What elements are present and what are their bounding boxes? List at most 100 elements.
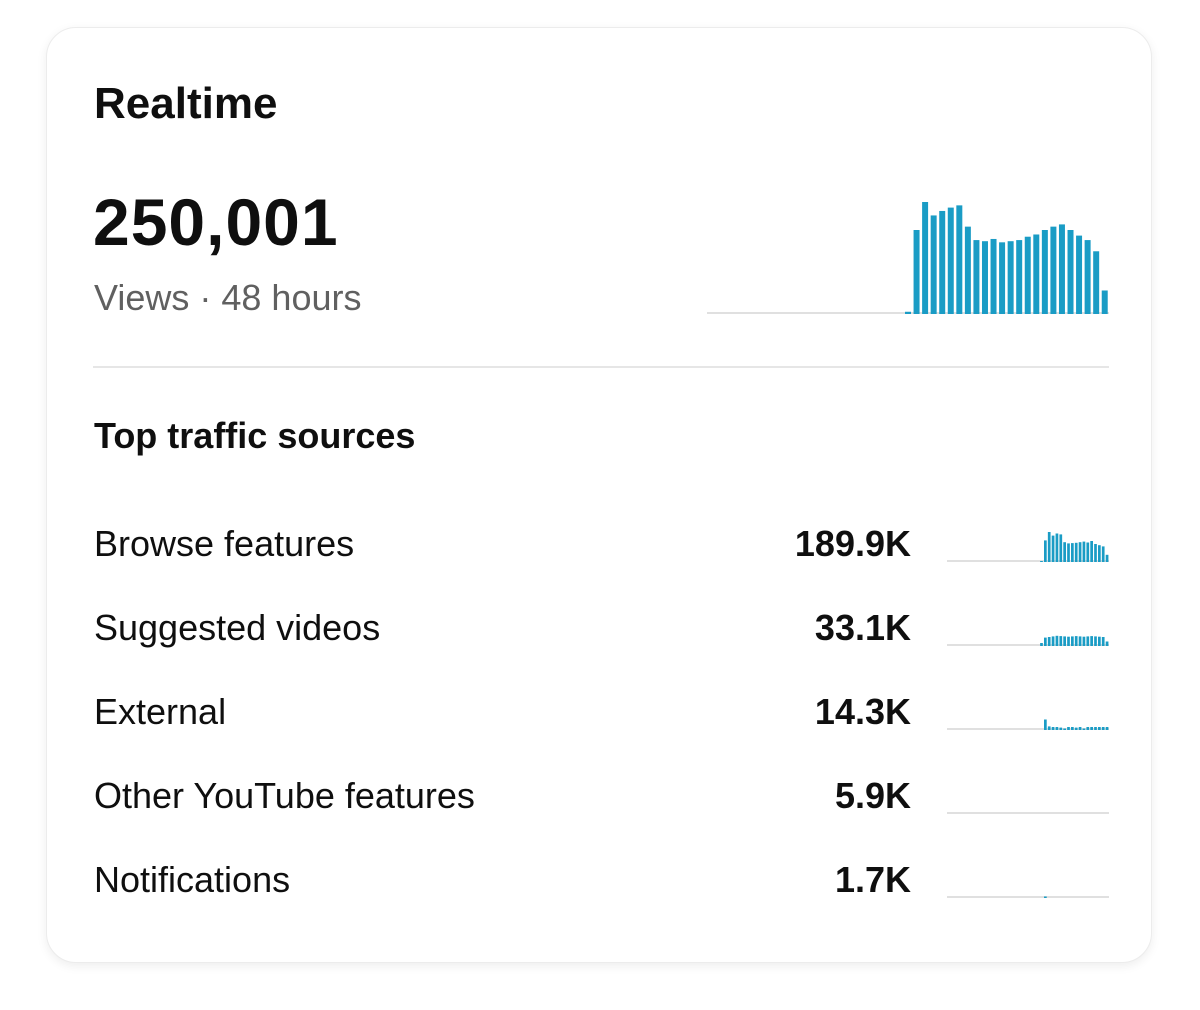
chart-bar (1059, 727, 1063, 730)
chart-bar (990, 238, 997, 314)
chart-bar (1078, 636, 1082, 646)
chart-bar (1063, 728, 1066, 730)
chart-bar (905, 311, 911, 314)
chart-bar (956, 205, 963, 314)
chart-bar (1044, 540, 1047, 562)
chart-bar (1067, 543, 1070, 562)
chart-bar (1101, 727, 1105, 730)
chart-bar (1086, 727, 1090, 730)
views-count: 250,001 (93, 185, 339, 259)
traffic-row-browse-features[interactable]: Browse features 189.9K (47, 514, 1153, 574)
chart-bar (1076, 235, 1083, 314)
chart-bar (1090, 636, 1093, 646)
chart-bar (1051, 535, 1055, 562)
traffic-section-title: Top traffic sources (94, 415, 416, 456)
chart-bar (1016, 240, 1023, 314)
chart-bar (1051, 727, 1055, 730)
chart-bar (1047, 532, 1051, 562)
chart-bar (1105, 554, 1109, 562)
chart-baseline (947, 812, 1109, 814)
chart-bar (1044, 896, 1047, 898)
chart-bar (922, 202, 929, 314)
chart-bar (1071, 636, 1074, 646)
chart-bar (1067, 727, 1070, 730)
chart-bar (1082, 541, 1086, 562)
traffic-source-value: 14.3K (814, 691, 911, 732)
chart-bar (1101, 546, 1105, 562)
chart-baseline (947, 560, 1109, 562)
chart-bar (1063, 636, 1066, 646)
chart-bar (1074, 542, 1078, 562)
chart-bar (1055, 635, 1059, 646)
chart-bar (1082, 636, 1086, 646)
chart-bar (1007, 241, 1014, 314)
chart-bar (1044, 719, 1047, 730)
chart-bar (947, 207, 954, 314)
chart-bar (1024, 236, 1031, 314)
chart-bar (1098, 545, 1101, 562)
chart-bar (1050, 226, 1057, 314)
chart-bar (1044, 637, 1047, 646)
chart-bar (1074, 727, 1078, 730)
chart-bar (1074, 636, 1078, 646)
divider (93, 366, 1109, 368)
traffic-row-other-youtube-features[interactable]: Other YouTube features 5.9K (47, 766, 1153, 826)
chart-bar (1086, 542, 1090, 562)
chart-bar (1101, 290, 1108, 314)
chart-bar (1067, 230, 1074, 314)
chart-baseline (947, 728, 1109, 730)
traffic-sparkline (947, 896, 1109, 898)
traffic-source-label: Suggested videos (94, 607, 381, 648)
traffic-source-label: Notifications (94, 859, 291, 900)
views-caption: Views · 48 hours (94, 277, 362, 318)
chart-bar (1101, 637, 1105, 646)
chart-bar (1067, 636, 1070, 646)
traffic-source-value: 33.1K (814, 607, 911, 648)
traffic-source-label: External (94, 691, 227, 732)
chart-baseline (947, 644, 1109, 646)
chart-bar (1105, 727, 1109, 730)
chart-bar (1098, 636, 1101, 646)
chart-bar (999, 242, 1006, 314)
traffic-source-label: Browse features (94, 523, 355, 564)
chart-baseline (947, 896, 1109, 898)
traffic-row-external[interactable]: External 14.3K (47, 682, 1153, 742)
chart-bar (1033, 234, 1040, 314)
chart-bar (1094, 544, 1097, 562)
chart-bar (1055, 727, 1059, 730)
chart-bar (1059, 534, 1063, 562)
chart-bar (1093, 251, 1100, 314)
traffic-row-suggested-videos[interactable]: Suggested videos 33.1K (47, 598, 1153, 658)
chart-bar (1098, 727, 1101, 730)
traffic-row-notifications[interactable]: Notifications 1.7K (47, 850, 1153, 910)
chart-bar (973, 240, 980, 314)
chart-bar (1094, 727, 1097, 730)
chart-bar (1040, 561, 1043, 562)
traffic-sparkline (947, 532, 1109, 562)
chart-bar (964, 226, 971, 314)
traffic-source-label: Other YouTube features (94, 775, 475, 816)
chart-bar (1105, 641, 1109, 646)
chart-bar (1071, 543, 1074, 562)
chart-bar (1094, 636, 1097, 646)
chart-bar (1086, 636, 1090, 646)
traffic-sparkline (947, 719, 1109, 730)
chart-bar (1047, 637, 1051, 646)
card-title: Realtime (94, 79, 278, 128)
chart-bar (1063, 542, 1066, 562)
chart-bar (1040, 643, 1043, 646)
chart-bar (1041, 230, 1048, 314)
traffic-source-value: 1.7K (834, 859, 911, 900)
chart-bar (1071, 727, 1074, 730)
chart-bar (1059, 636, 1063, 646)
traffic-sparkline (947, 812, 1109, 814)
realtime-card: Realtime 250,001 Views · 48 hours Top tr… (46, 27, 1152, 963)
chart-bar (1078, 727, 1082, 730)
chart-bar (1084, 240, 1091, 314)
chart-bar (1090, 541, 1093, 562)
chart-bar (939, 210, 946, 314)
traffic-sparkline (947, 635, 1109, 646)
chart-bar (1078, 542, 1082, 562)
chart-bar (1082, 728, 1086, 730)
chart-bar (1058, 224, 1065, 314)
